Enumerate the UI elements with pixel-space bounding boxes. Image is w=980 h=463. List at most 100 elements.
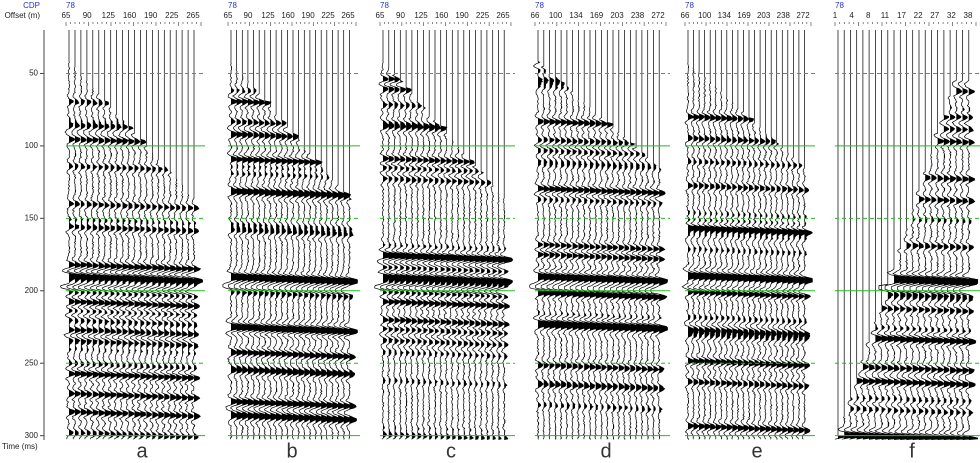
trace-wiggle <box>335 30 353 440</box>
trace-fill <box>423 30 432 440</box>
offset-tick-label: 90 <box>396 11 405 20</box>
trace-fill <box>338 30 347 440</box>
trace-fill <box>572 30 581 440</box>
trace-wiggle <box>884 30 904 440</box>
trace-wiggle <box>95 30 114 440</box>
trace-fill <box>838 30 847 440</box>
trace-fill <box>760 30 769 440</box>
trace-wiggle <box>748 30 763 440</box>
trace-fill <box>188 30 197 440</box>
trace-wiggle <box>437 30 456 440</box>
trace-wiggle <box>426 30 444 440</box>
cdp-value: 78 <box>66 1 75 10</box>
trace-wiggle <box>403 30 421 440</box>
trace-wiggle <box>953 30 972 440</box>
trace-wiggle <box>472 30 490 440</box>
trace-wiggle <box>850 30 866 440</box>
trace-fill <box>458 30 467 440</box>
trace-fill <box>862 30 872 440</box>
trace-fill <box>641 30 651 440</box>
offset-tick-label: 265 <box>496 11 510 20</box>
trace-fill <box>146 30 155 440</box>
trace-wiggle <box>540 30 559 440</box>
trace-wiggle <box>610 30 628 440</box>
trace-wiggle <box>222 30 240 440</box>
trace-wiggle <box>228 30 246 440</box>
offset-tick-label: 27 <box>930 11 939 20</box>
time-axis-label: Time (ms) <box>2 442 38 451</box>
trace-fill <box>152 30 161 440</box>
trace-fill <box>906 30 916 440</box>
offset-tick-label: 100 <box>549 11 563 20</box>
trace-fill <box>158 30 167 440</box>
trace-wiggle <box>307 30 325 440</box>
offset-tick-label: 66 <box>531 11 540 20</box>
trace-wiggle <box>743 30 758 440</box>
offset-tick-label: 65 <box>376 11 385 20</box>
trace-wiggle <box>460 30 479 440</box>
offset-tick-label: 66 <box>681 11 690 20</box>
time-tick-label: 300 <box>25 431 39 440</box>
panel-label: c <box>446 440 456 462</box>
panel-label: d <box>600 440 611 462</box>
trace-wiggle <box>621 30 640 440</box>
trace-wiggle <box>798 30 813 440</box>
trace-wiggle <box>922 30 941 440</box>
trace-fill <box>469 30 478 440</box>
trace-wiggle <box>792 30 808 440</box>
trace-wiggle <box>233 30 251 440</box>
trace-wiggle <box>546 30 564 440</box>
trace-fill <box>440 30 449 440</box>
trace-wiggle <box>928 30 947 440</box>
trace-wiggle <box>650 30 668 440</box>
trace-fill <box>332 30 341 440</box>
trace-fill <box>417 30 426 440</box>
trace-wiggle <box>113 30 132 440</box>
trace-fill <box>176 30 185 440</box>
trace-group <box>60 30 203 440</box>
trace-wiggle <box>569 30 588 440</box>
trace-fill <box>538 30 547 440</box>
trace-fill <box>943 30 953 440</box>
trace-wiggle <box>101 30 120 440</box>
trace-fill <box>925 30 935 440</box>
offset-tick-label: 65 <box>62 11 71 20</box>
trace-fill <box>264 30 273 440</box>
trace-fill <box>624 30 633 440</box>
trace-fill <box>182 30 191 440</box>
trace-wiggle <box>529 30 547 440</box>
trace-fill <box>931 30 941 440</box>
trace-wiggle <box>940 30 960 440</box>
offset-tick-label: 134 <box>718 11 732 20</box>
offset-tick-label: 32 <box>947 11 956 20</box>
trace-wiggle <box>414 30 433 440</box>
trace-wiggle <box>173 30 192 440</box>
trace-wiggle <box>834 30 847 440</box>
trace-fill <box>242 30 251 440</box>
trace-wiggle <box>374 30 392 440</box>
trace-wiggle <box>60 30 78 440</box>
cdp-value: 78 <box>685 1 694 10</box>
trace-fill <box>281 30 290 440</box>
trace-wiggle <box>909 30 929 440</box>
trace-fill <box>798 30 807 440</box>
trace-wiggle <box>787 30 802 440</box>
trace-wiggle <box>868 30 885 440</box>
trace-fill <box>804 30 813 440</box>
trace-fill <box>887 30 897 440</box>
trace-fill <box>765 30 774 440</box>
trace-wiggle <box>698 30 714 440</box>
offset-tick-label: 225 <box>321 11 335 20</box>
trace-fill <box>231 30 240 440</box>
trace-fill <box>504 30 513 440</box>
offset-tick-label: 225 <box>476 11 490 20</box>
trace-group <box>222 30 358 440</box>
trace-wiggle <box>66 30 84 440</box>
trace-fill <box>771 30 780 440</box>
trace-fill <box>894 30 903 440</box>
trace-wiggle <box>119 30 138 440</box>
trace-fill <box>411 30 421 440</box>
trace-wiggle <box>125 30 144 440</box>
trace-fill <box>486 30 496 440</box>
trace-wiggle <box>644 30 663 440</box>
